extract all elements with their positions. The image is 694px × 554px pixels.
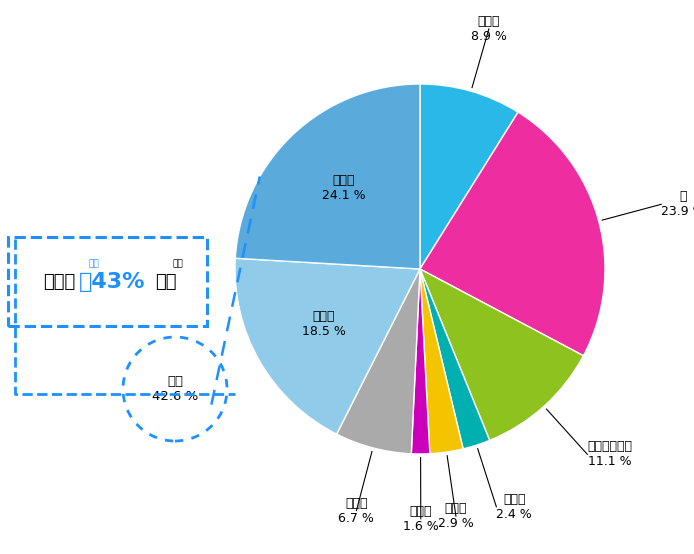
FancyBboxPatch shape [8, 237, 207, 326]
Wedge shape [420, 112, 605, 356]
Wedge shape [337, 269, 420, 454]
Text: 約43%: 約43% [79, 271, 146, 291]
Wedge shape [235, 84, 420, 269]
Wedge shape [235, 258, 420, 434]
Text: みず: みず [172, 259, 183, 268]
Text: 生ごみ
24.1 %: 生ごみ 24.1 % [322, 175, 366, 202]
Wedge shape [420, 269, 584, 440]
Text: やく: やく [88, 259, 99, 268]
Text: プラスチック
11.1 %: プラスチック 11.1 % [587, 440, 632, 468]
Text: 金ぞく
2.9 %: 金ぞく 2.9 % [438, 502, 474, 530]
Wedge shape [420, 84, 518, 269]
Text: は水: は水 [155, 273, 176, 290]
Text: 紙
23.9 %: 紙 23.9 % [661, 190, 694, 218]
Text: 水分
42.6 %: 水分 42.6 % [152, 375, 198, 403]
Text: 生ごみ
8.9 %: 生ごみ 8.9 % [471, 15, 507, 43]
Text: ごみの: ごみの [43, 273, 76, 290]
Wedge shape [420, 269, 463, 454]
Wedge shape [420, 269, 490, 449]
Text: せんい
2.4 %: せんい 2.4 % [496, 493, 532, 521]
Text: その他
6.7 %: その他 6.7 % [339, 496, 374, 525]
Wedge shape [412, 269, 430, 454]
Text: ガラス
1.6 %: ガラス 1.6 % [403, 505, 439, 533]
Text: その他
18.5 %: その他 18.5 % [302, 310, 346, 338]
